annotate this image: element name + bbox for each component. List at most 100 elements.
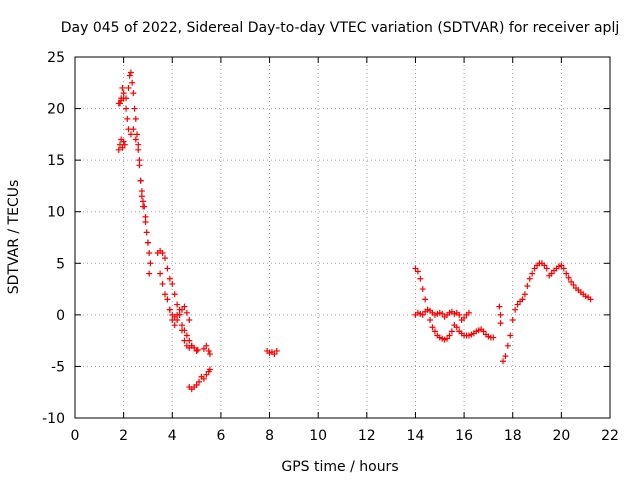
data-point [127,69,134,76]
x-tick-label: 16 [455,428,473,444]
data-point [271,351,278,358]
series-evening-marks [496,303,504,327]
data-point [147,260,154,267]
data-point [427,317,434,324]
data-point [134,131,141,138]
y-axis-label: SDTVAR / TECUs [6,180,22,295]
data-point [120,90,127,97]
data-point [446,332,453,339]
x-axis-label: GPS time / hours [281,459,398,475]
data-point [529,270,536,277]
data-point [521,291,528,298]
series-isolated-8h [264,347,280,358]
data-point [129,79,136,86]
data-point [519,296,526,303]
data-point [131,105,138,112]
data-point [179,327,185,334]
data-point [138,188,145,195]
data-point [142,213,149,220]
x-tick-label: 2 [119,428,128,444]
data-point [119,144,126,151]
data-point [419,286,426,293]
data-point [480,328,487,335]
data-point [507,332,514,339]
data-point [417,275,424,282]
data-point [419,311,426,318]
data-point [159,280,166,287]
data-point [140,203,147,210]
data-point [188,342,195,349]
data-points [115,69,594,393]
data-point [206,351,213,358]
data-point [146,249,153,256]
data-point [206,366,213,373]
data-point [120,138,127,145]
data-point [500,358,506,365]
data-point [565,274,572,281]
data-point [115,146,122,153]
y-tick-label: 15 [47,153,65,169]
data-point [174,301,181,308]
data-point [126,72,133,79]
data-point [140,198,147,205]
x-tick-label: 8 [265,428,274,444]
y-tick-label: 0 [56,308,65,324]
x-tick-label: 20 [552,428,570,444]
data-point [121,141,128,148]
series-morning-secondary [125,126,153,277]
data-point [203,342,210,349]
y-tick-label: -5 [51,359,65,375]
y-tick-label: -10 [42,411,65,427]
data-point [273,347,280,354]
data-point [125,84,132,91]
data-point [135,141,142,148]
series-morning-decline [115,69,154,267]
data-point [138,193,145,200]
x-tick-label: 14 [407,428,425,444]
data-point [130,126,137,133]
x-tick-label: 0 [71,428,80,444]
data-point [429,324,436,331]
y-tick-label: 10 [47,205,65,221]
series-evening-rise [500,260,550,365]
data-point [183,332,190,339]
grid-lines [75,57,610,418]
data-point [504,342,511,349]
data-point [169,280,176,287]
data-point [560,265,567,272]
data-point [412,265,419,272]
data-point [490,334,497,341]
plot-frame [74,56,611,419]
data-point [135,146,142,153]
data-point [509,317,516,324]
series-midday-tail [200,342,213,358]
data-point [563,270,570,277]
y-tick-label: 5 [56,256,65,272]
data-point [179,322,185,329]
data-point [179,306,185,313]
data-point [132,136,139,143]
x-tick-label: 6 [216,428,225,444]
data-point [444,335,451,342]
data-point [124,115,131,122]
data-point [136,162,143,169]
x-tick-label: 12 [358,428,376,444]
data-point [115,100,122,107]
y-tick-label: 20 [47,102,65,118]
x-tick-label: 10 [309,428,327,444]
data-point [548,270,555,277]
data-point [431,328,438,335]
data-point [161,255,168,262]
data-point [422,296,429,303]
data-point [453,324,460,331]
data-point [448,328,455,335]
data-point [456,311,463,318]
series-midday-dip [186,366,213,393]
y-tick-label: 25 [47,50,65,66]
data-point [181,303,188,310]
data-point [496,303,503,310]
data-point [119,84,126,91]
data-point [465,309,472,316]
data-point [146,270,153,277]
